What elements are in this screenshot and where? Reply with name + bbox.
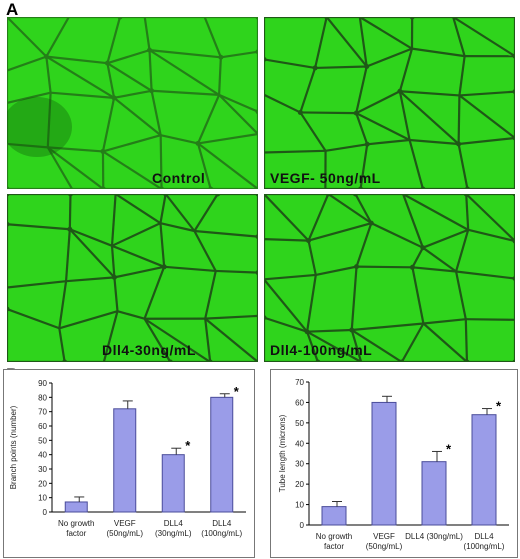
y-tick-label: 90 (38, 379, 47, 388)
y-tick-label: 50 (38, 436, 47, 445)
category-label: No growth (316, 532, 352, 541)
y-tick-label: 30 (295, 460, 304, 469)
micrograph-vegf: VEGF- 50ng/mL (264, 17, 515, 189)
cell-network-overlay (264, 17, 515, 189)
tube-network (7, 17, 258, 189)
bar (210, 396, 234, 513)
y-tick-label: 50 (295, 419, 304, 428)
bar (64, 501, 88, 513)
category-label: DLL4 (474, 532, 494, 541)
panel-a-letter: A (6, 0, 19, 19)
y-tick-label: 40 (38, 451, 47, 460)
tube-length-chart: 0 10 20 30 40 50 60 70 Tube length (microns) No g… (270, 369, 518, 558)
tube-network (264, 17, 515, 189)
dark-shading (7, 97, 72, 157)
micrograph-label: Dll4-30ng/mL (102, 342, 196, 358)
y-tick-label: 10 (295, 501, 304, 510)
micrograph-label: Dll4-100ng/mL (270, 342, 373, 358)
bar (113, 408, 137, 513)
category-label: No growth (58, 519, 94, 528)
micrograph-dll4-100: Dll4-100ng/mL (264, 194, 515, 362)
bar (161, 454, 185, 513)
category-label: DLL4 (212, 519, 232, 528)
y-tick-label: 80 (38, 393, 47, 402)
category-label: (100ng/mL) (464, 542, 505, 551)
significance-marker: * (496, 399, 502, 414)
branch-points-chart-svg: 0 10 20 30 40 50 60 70 80 90 Branch points (number… (9, 379, 246, 538)
micrograph-label: VEGF- 50ng/mL (270, 170, 381, 186)
y-tick-label: 60 (38, 422, 47, 431)
category-label: factor (66, 529, 86, 538)
bar (421, 461, 447, 526)
category-label: VEGF (373, 532, 395, 541)
y-tick-label: 20 (38, 479, 47, 488)
bar (321, 506, 347, 526)
significance-marker: * (446, 441, 452, 456)
category-label: DLL4 (30ng/mL) (405, 532, 463, 541)
tube-length-chart-svg: 0 10 20 30 40 50 60 70 Tube length (microns) No g… (278, 378, 509, 551)
significance-marker: * (185, 438, 191, 453)
micrograph-label: Control (152, 170, 206, 186)
y-tick-label: 30 (38, 465, 47, 474)
category-label: factor (324, 542, 344, 551)
y-axis-label: Branch points (number) (9, 405, 18, 489)
tube-network (7, 194, 258, 362)
y-tick-label: 0 (43, 508, 48, 517)
cell-network-overlay (264, 194, 515, 362)
y-tick-label: 10 (38, 494, 47, 503)
y-tick-label: 40 (295, 439, 304, 448)
tube-network (264, 194, 515, 362)
y-tick-label: 60 (295, 398, 304, 407)
category-label: (100ng/mL) (201, 529, 242, 538)
category-label: (30ng/mL) (155, 529, 192, 538)
micrograph-control: Control (7, 17, 258, 189)
category-label: (50ng/mL) (107, 529, 144, 538)
cell-network-overlay (7, 17, 258, 189)
y-axis-label: Tube length (microns) (278, 414, 287, 492)
y-tick-label: 0 (300, 521, 305, 530)
category-label: VEGF (114, 519, 136, 528)
y-tick-label: 70 (38, 408, 47, 417)
micrograph-dll4-30: Dll4-30ng/mL (7, 194, 258, 362)
y-tick-label: 70 (295, 378, 304, 387)
y-tick-label: 20 (295, 480, 304, 489)
cell-network-overlay (7, 194, 258, 362)
category-label: (50ng/mL) (366, 542, 403, 551)
bar (371, 401, 397, 526)
bar (471, 414, 497, 526)
significance-marker: * (234, 384, 240, 399)
category-label: DLL4 (164, 519, 184, 528)
branch-points-chart: 0 10 20 30 40 50 60 70 80 90 Branch points (number… (3, 369, 255, 558)
